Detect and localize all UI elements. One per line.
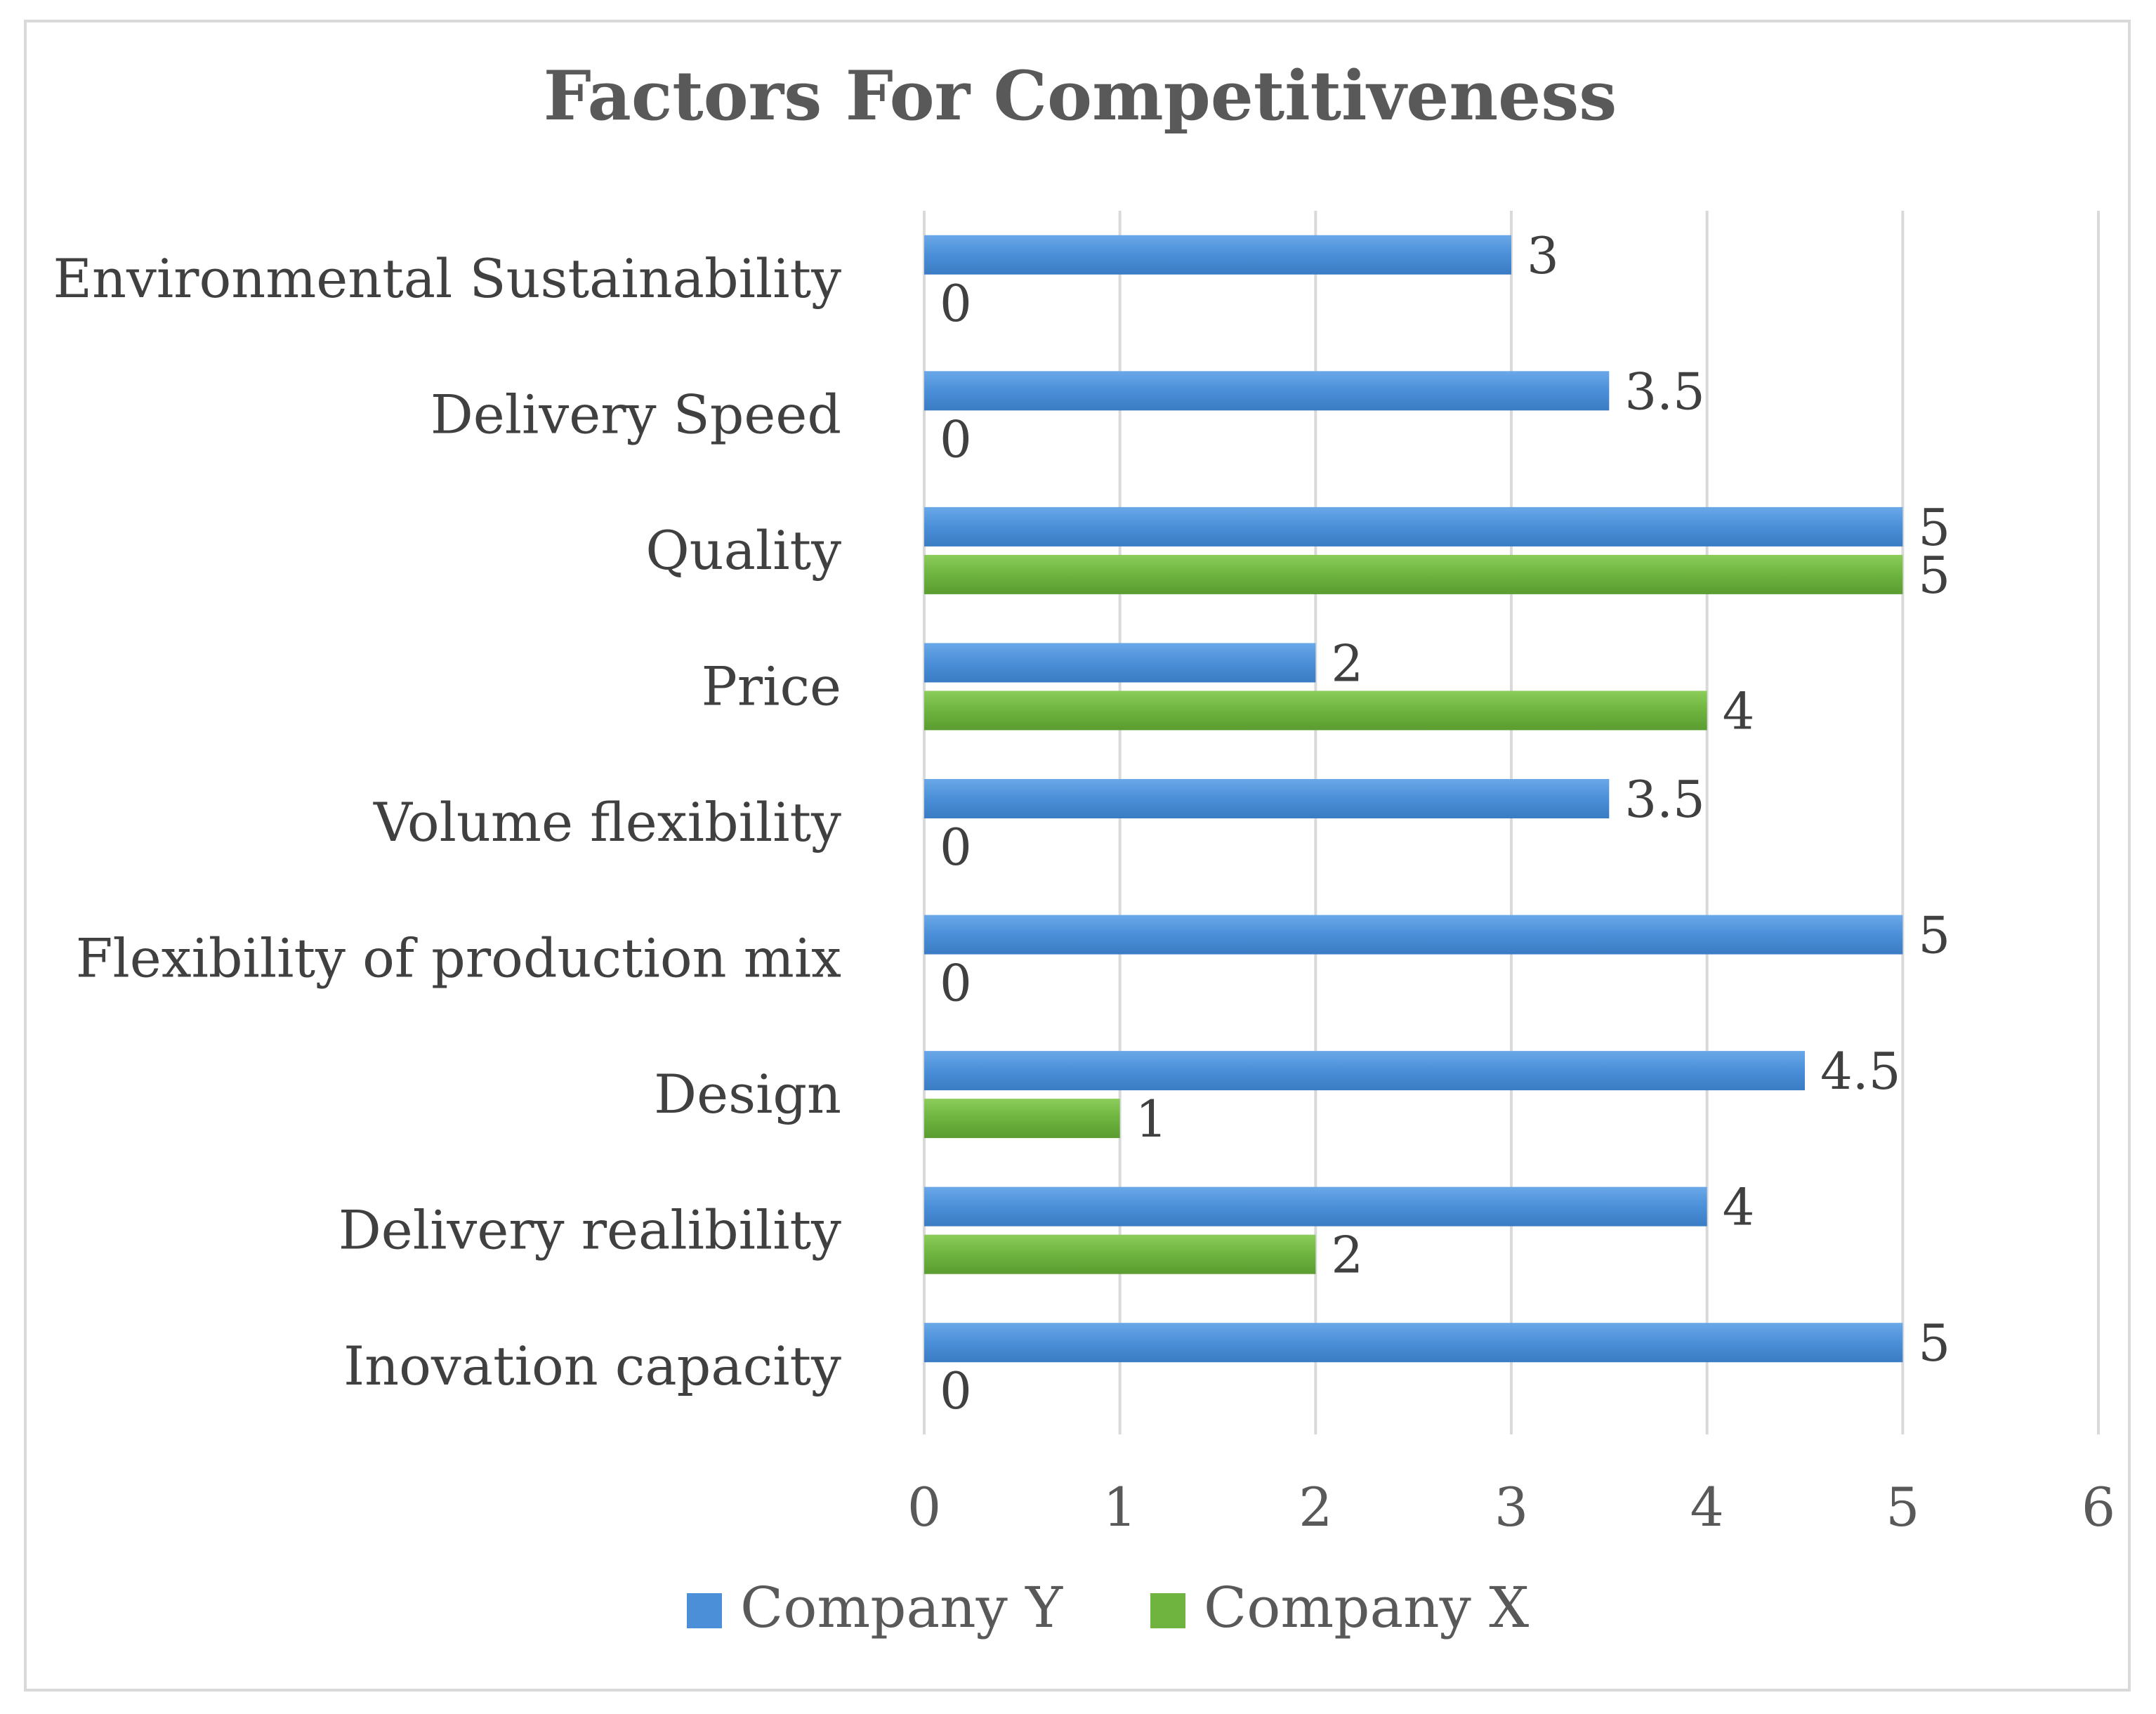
data-label: 5 <box>1918 546 1950 605</box>
legend-swatch <box>687 1593 722 1628</box>
category-label: Environmental Sustainability <box>53 247 842 310</box>
data-label: 4.5 <box>1820 1042 1901 1101</box>
bar-company-y <box>924 1323 1903 1363</box>
category-label: Design <box>654 1063 841 1125</box>
legend-item-company-y: Company Y <box>687 1575 1063 1640</box>
bar-company-y <box>924 1051 1805 1091</box>
bars <box>924 235 1903 1363</box>
category-label: Flexibility of production mix <box>76 927 841 990</box>
bar-chart: Factors For Competitiveness 303.5055243.… <box>53 56 2116 1640</box>
bar-company-y <box>924 779 1610 818</box>
x-tick-label: 4 <box>1690 1476 1723 1538</box>
x-tick-label: 0 <box>907 1476 941 1538</box>
value-axis: 0 1 2 3 4 5 6 <box>907 1476 2115 1538</box>
data-label: 2 <box>1331 634 1363 693</box>
data-label: 5 <box>1918 1314 1950 1373</box>
legend-label: Company Y <box>740 1575 1063 1640</box>
x-tick-label: 5 <box>1886 1476 1919 1538</box>
data-label: 5 <box>1918 498 1950 557</box>
data-label: 3.5 <box>1624 770 1705 829</box>
bar-company-y <box>924 643 1316 683</box>
data-label: 4 <box>1723 681 1755 740</box>
x-tick-label: 1 <box>1103 1476 1136 1538</box>
data-label: 0 <box>940 818 972 877</box>
bar-company-x <box>924 691 1707 731</box>
data-label: 0 <box>940 274 972 333</box>
category-label: Delivery Speed <box>430 383 841 445</box>
gridlines <box>923 211 2100 1434</box>
bar-company-y <box>924 1186 1707 1226</box>
x-tick-label: 2 <box>1299 1476 1332 1538</box>
legend: Company Y Company X <box>687 1575 1529 1640</box>
legend-swatch <box>1150 1593 1185 1628</box>
data-label: 0 <box>940 1361 972 1420</box>
chart-frame: Factors For Competitiveness 3 0 3.5 0 5 5 2 4 3.… <box>24 20 2131 1692</box>
category-label: Price <box>702 655 841 717</box>
bar-company-y <box>924 371 1610 411</box>
bar-company-x <box>924 1234 1316 1274</box>
legend-label: Company X <box>1204 1575 1529 1640</box>
data-label: 3.5 <box>1624 362 1705 421</box>
chart-title: Factors For Competitiveness <box>544 56 1617 136</box>
category-label: Quality <box>645 519 841 582</box>
bar-company-x <box>924 1099 1120 1139</box>
bar-company-y <box>924 915 1903 955</box>
data-label: 4 <box>1723 1178 1755 1237</box>
data-label: 3 <box>1527 226 1559 285</box>
data-label: 5 <box>1918 906 1950 965</box>
data-label: 0 <box>940 410 972 469</box>
data-label: 2 <box>1331 1226 1363 1285</box>
category-label: Volume flexibility <box>373 791 841 853</box>
category-label: Inovation capacity <box>343 1335 841 1397</box>
category-label: Delivery realibility <box>338 1199 841 1262</box>
bar-company-x <box>924 554 1903 594</box>
bar-company-y <box>924 235 1511 275</box>
x-tick-label: 6 <box>2082 1476 2115 1538</box>
data-label: 0 <box>940 954 972 1013</box>
category-axis: Environmental Sustainability Delivery Spe… <box>53 247 842 1397</box>
legend-item-company-x: Company X <box>1150 1575 1529 1640</box>
bar-company-y <box>924 506 1903 547</box>
x-tick-label: 3 <box>1494 1476 1528 1538</box>
data-label: 1 <box>1136 1090 1168 1149</box>
